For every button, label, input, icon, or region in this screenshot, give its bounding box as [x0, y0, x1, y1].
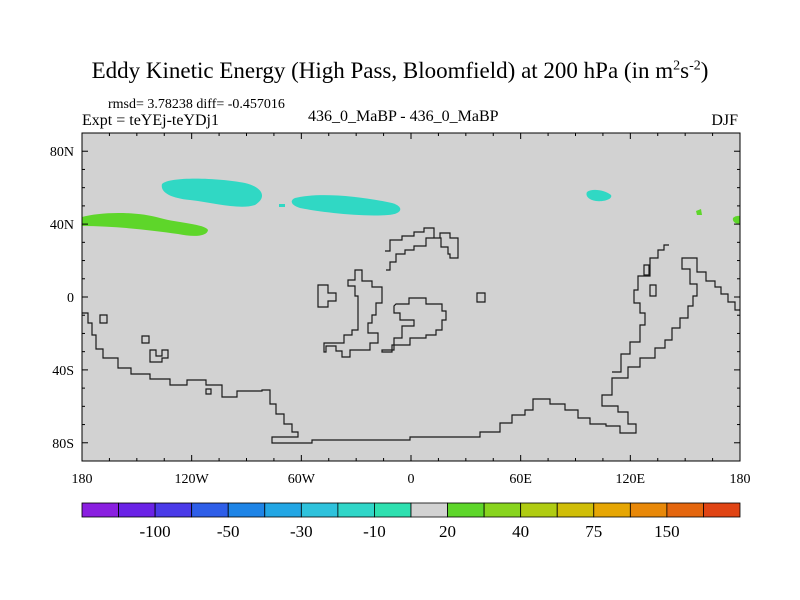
colorbar-swatch-10 [447, 502, 485, 518]
colorbar-swatch-15 [629, 502, 668, 518]
colorbar-swatch-11 [483, 502, 522, 518]
colorbar-swatch-6 [300, 502, 339, 518]
x-tick-label: 0 [408, 472, 415, 487]
y-tick-label: 80N [50, 145, 74, 160]
island-small-1 [99, 314, 108, 324]
island-tasmania [141, 335, 150, 344]
colorbar-swatch-3 [191, 502, 229, 518]
colorbar-label: -50 [217, 522, 240, 541]
anomaly-regions [82, 178, 740, 236]
anomaly-region-pos-pac [82, 213, 208, 236]
anomaly-region-neg-natl [291, 195, 401, 216]
coastline-australia [612, 244, 669, 373]
case-label: 436_0_MaBP - 436_0_MaBP [308, 108, 499, 125]
island-madagascar [381, 297, 447, 353]
colorbar-swatch-9 [410, 502, 448, 518]
colorbar-swatch-0 [81, 502, 119, 518]
colorbar-swatch-16 [666, 502, 704, 518]
y-axis: 80N 40N 0 40S 80S [50, 145, 740, 452]
coastline-africa [385, 227, 459, 271]
colorbar: -100 -50 -30 -10 20 40 75 150 [81, 502, 741, 541]
island-arabia [317, 284, 337, 308]
coastlines [82, 227, 740, 444]
season-label: DJF [711, 112, 738, 129]
title-main: Eddy Kinetic Energy (High Pass, Bloomfie… [91, 58, 674, 83]
y-tick-label: 40S [52, 364, 74, 379]
x-tick-label: 120W [175, 472, 210, 487]
colorbar-swatch-8 [374, 502, 412, 518]
x-tick-label: 60E [509, 472, 532, 487]
anomaly-region-pos-dateline [732, 215, 740, 224]
y-tick-label: 40N [50, 218, 74, 233]
island-india [323, 269, 383, 358]
colorbar-swatch-5 [264, 502, 302, 518]
colorbar-label: -30 [290, 522, 313, 541]
x-axis: 180 120W 60W 0 60E 120E 180 [72, 133, 751, 487]
colorbar-label: 20 [439, 522, 456, 541]
x-tick-label: 120E [616, 472, 646, 487]
title-superscript-2: -2 [689, 58, 701, 74]
island-small-2 [205, 388, 212, 395]
x-tick-label: 180 [730, 472, 751, 487]
anomaly-region-neg-asia [586, 189, 612, 202]
y-tick-label: 80S [52, 437, 74, 452]
anomaly-region-neg-npac-west [161, 178, 263, 207]
y-tick-label: 0 [67, 291, 74, 306]
island-falkland [149, 349, 169, 363]
island-new-guinea [643, 264, 650, 276]
island-new-zealand [649, 284, 657, 297]
anomaly-region-neg-npac-dot [279, 204, 285, 207]
title-end: ) [700, 58, 709, 83]
title-superscript-1: 2 [673, 58, 681, 74]
colorbar-label: 75 [585, 522, 602, 541]
colorbar-swatch-4 [227, 502, 266, 518]
colorbar-swatch-17 [703, 502, 741, 518]
colorbar-swatch-7 [337, 502, 375, 518]
colorbar-label: 40 [512, 522, 529, 541]
colorbar-swatch-12 [520, 502, 558, 518]
colorbar-label: -10 [363, 522, 386, 541]
colorbar-swatch-13 [556, 502, 595, 518]
coastline-south-america [82, 257, 740, 444]
colorbar-label: 150 [654, 522, 680, 541]
x-tick-label: 180 [72, 472, 93, 487]
colorbar-swatch-1 [118, 502, 156, 518]
colorbar-label: -100 [140, 522, 171, 541]
stats-text: rmsd= 3.78238 diff= -0.457016 [108, 97, 285, 112]
title-mid: s [680, 58, 690, 83]
colorbar-swatch-2 [154, 502, 193, 518]
anomaly-region-pos-wpac [696, 209, 702, 215]
island-sri-lanka [476, 292, 486, 303]
colorbar-swatch-14 [593, 502, 631, 518]
x-tick-label: 60W [288, 472, 316, 487]
chart-title: Eddy Kinetic Energy (High Pass, Bloomfie… [0, 58, 800, 84]
experiment-label: Expt = teYEj-teYDj1 [82, 112, 219, 129]
